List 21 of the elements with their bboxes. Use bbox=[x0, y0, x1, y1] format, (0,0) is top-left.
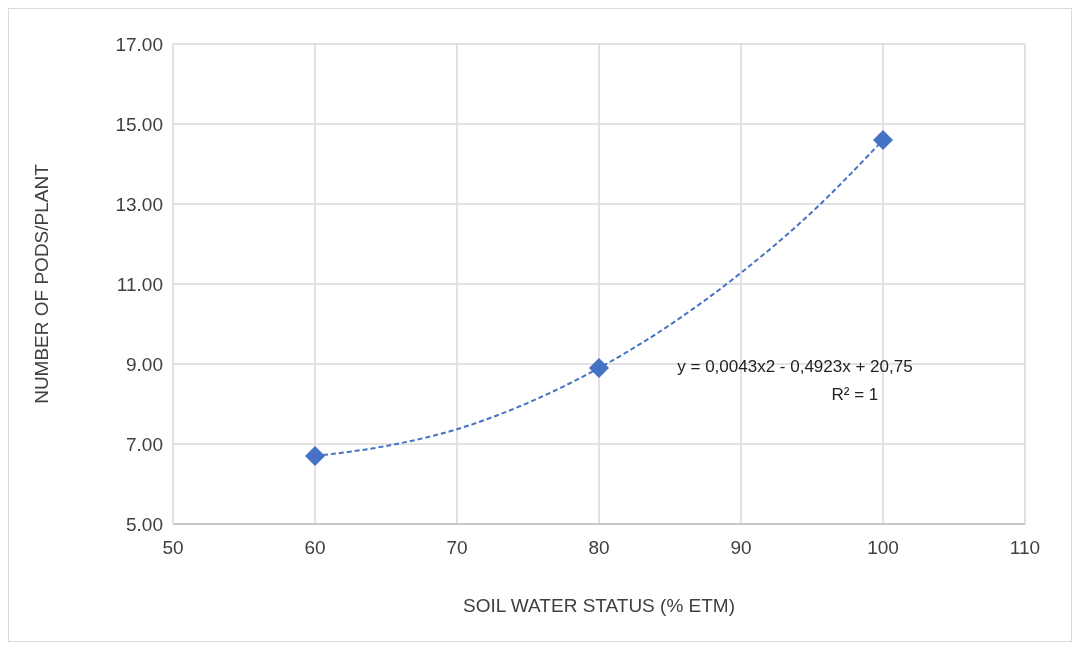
annotation: y = 0,0043x2 - 0,4923x + 20,75 bbox=[677, 357, 913, 376]
x-tick-label: 110 bbox=[1009, 537, 1041, 558]
y-tick-label: 15.00 bbox=[115, 114, 163, 135]
y-tick-label: 5.00 bbox=[126, 514, 163, 535]
x-axis-title: SOIL WATER STATUS (% ETM) bbox=[463, 595, 735, 616]
x-tick-label: 60 bbox=[304, 537, 326, 558]
x-tick-label: 70 bbox=[446, 537, 468, 558]
x-tick-label: 50 bbox=[162, 537, 184, 558]
annotation: R² = 1 bbox=[831, 385, 879, 404]
x-tick-label: 80 bbox=[588, 537, 610, 558]
point bbox=[589, 358, 609, 378]
point bbox=[873, 130, 893, 150]
y-tick-label: 17.00 bbox=[115, 34, 163, 55]
x-tick-label: 90 bbox=[730, 537, 752, 558]
y-tick-label: 7.00 bbox=[126, 434, 163, 455]
y-axis-title: NUMBER OF PODS/PLANT bbox=[31, 163, 52, 404]
x-tick-label: 100 bbox=[867, 537, 899, 558]
y-tick-label: 13.00 bbox=[115, 194, 163, 215]
y-tick-label: 11.00 bbox=[116, 274, 163, 295]
y-tick-label: 9.00 bbox=[126, 354, 163, 375]
point bbox=[305, 446, 325, 466]
